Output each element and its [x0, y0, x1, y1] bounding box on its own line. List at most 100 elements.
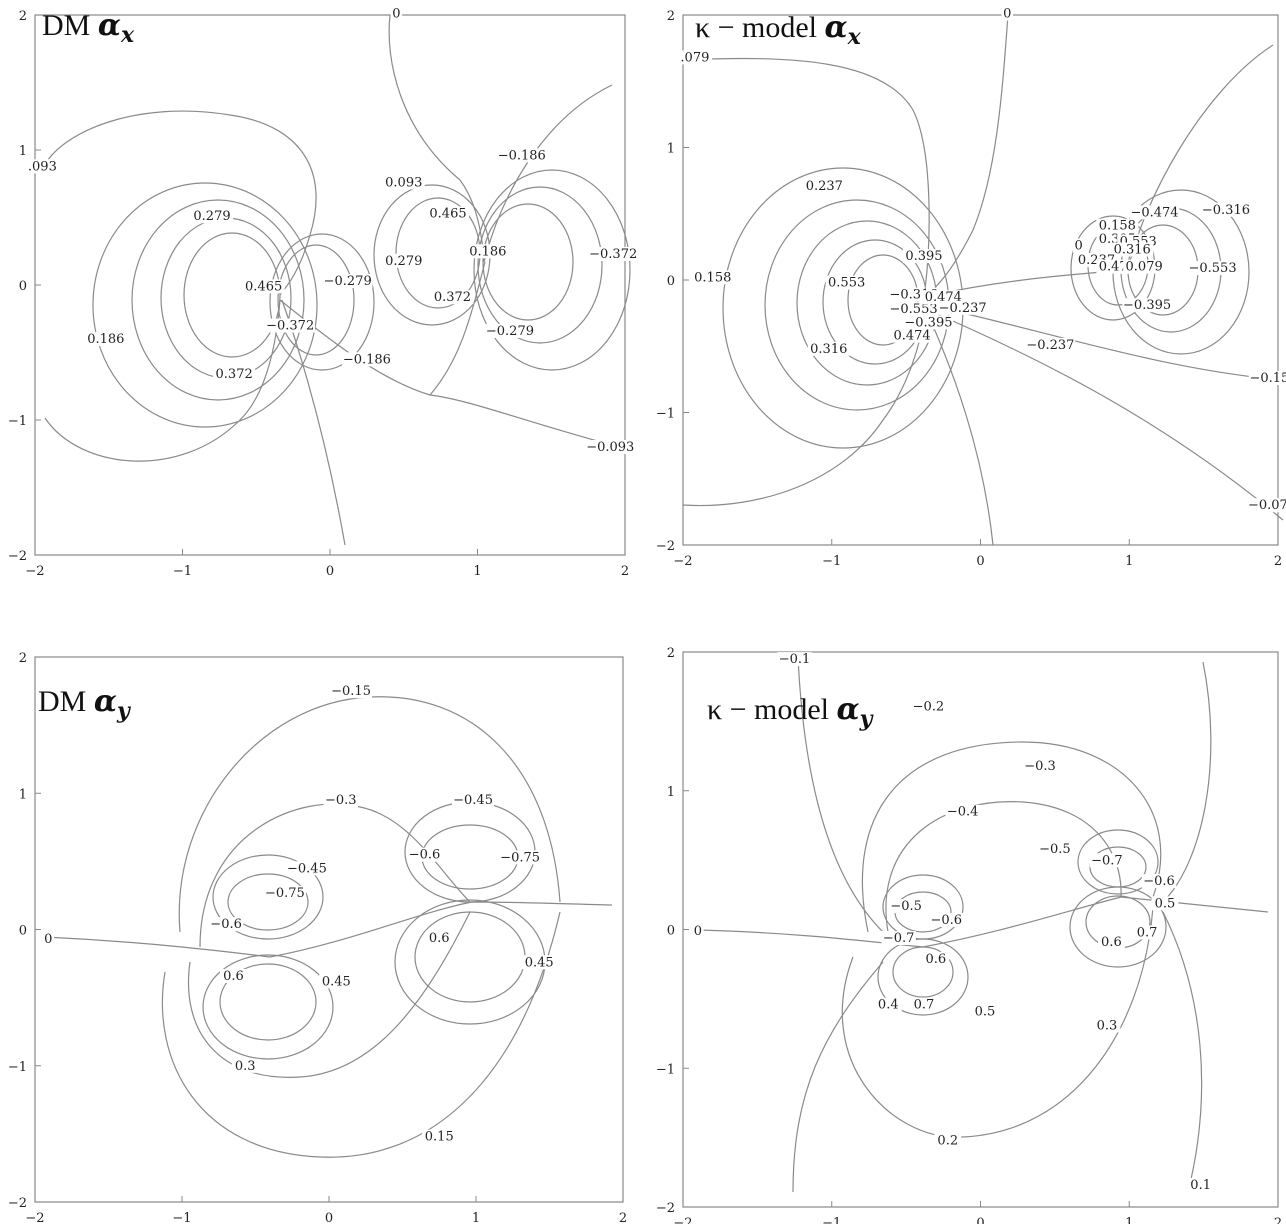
- x-tick-label: −2: [25, 1211, 44, 1224]
- contour-label: 0.3: [235, 1059, 256, 1074]
- contour-label-bg: [1037, 842, 1073, 857]
- contour-label: −0.7: [1091, 853, 1123, 868]
- x-tick-label: 0: [326, 564, 334, 579]
- x-tick-label: 1: [473, 564, 481, 579]
- contour-label: 0: [1075, 239, 1083, 254]
- contour-label-bg: [84, 332, 127, 347]
- y-tick-label: 1: [19, 787, 27, 802]
- contour-labels: 0.0790.2370.1580.3950.553−0.316−0.5530.4…: [677, 7, 1286, 513]
- contour-label: 0.279: [385, 254, 422, 269]
- contour-label: 0.45: [322, 974, 351, 989]
- contour-label-bg: [1022, 758, 1058, 773]
- contour-label-bg: [929, 912, 964, 927]
- y-tick-label: 0: [667, 924, 675, 939]
- contour-label-bg: [971, 1004, 999, 1019]
- contour-label: 0.237: [806, 179, 843, 194]
- contour-label-bg: [242, 279, 285, 294]
- contour-label: −0.395: [904, 315, 952, 330]
- contour-label-bg: [1187, 1177, 1215, 1192]
- contour-label-bg: [263, 885, 306, 900]
- x-tick-label: 2: [1274, 1216, 1282, 1224]
- contour-label-bg: [922, 951, 950, 966]
- title-text: DM: [42, 9, 91, 42]
- title-text: κ − model: [695, 11, 818, 44]
- x-tick-label: 2: [1274, 554, 1282, 569]
- x-tick-label: −1: [822, 1216, 841, 1224]
- contour-label: −0.1: [779, 652, 811, 667]
- contour-label: −0.2: [913, 699, 945, 714]
- x-tick-label: 1: [472, 1211, 480, 1224]
- panel-dm-alpha-x: −2 −1 0 1 2 −2 −1 0 1 2 0.093 0.279 0.465 −0.372 −0.2…: [0, 0, 643, 612]
- x-tick-label: −1: [173, 564, 192, 579]
- x-tick-label: −2: [673, 1216, 692, 1224]
- y-tick-label: 2: [667, 9, 675, 24]
- contour-label: 0.3: [1097, 1018, 1118, 1033]
- contour-label: 0.465: [429, 207, 466, 222]
- contour-label-bg: [1248, 371, 1286, 386]
- y-tick-label: 1: [19, 144, 27, 159]
- contour-label: −0.158: [1249, 371, 1286, 386]
- y-tick-label: 0: [19, 924, 27, 939]
- contour-label: −0.079: [1248, 498, 1286, 513]
- contour-label: 0.316: [1114, 243, 1151, 258]
- contour-label-bg: [322, 274, 373, 288]
- contour-label: −0.7: [883, 931, 915, 946]
- contour-label: −0.186: [498, 148, 546, 163]
- title-text: κ − model: [707, 693, 830, 726]
- contour-label: 0.395: [905, 249, 942, 264]
- contour-label-bg: [1187, 261, 1238, 276]
- contour-label-bg: [390, 6, 403, 21]
- contour-label-bg: [874, 997, 902, 1012]
- contour-labels: −0.1 0 −0.2 −0.3 −0.4 −0.5 −0.7 −0.6 0.5 0.7 0.6 −0…: [692, 652, 1215, 1193]
- y-tick-label: 1: [667, 142, 675, 157]
- contour-label: 0.2: [937, 1134, 958, 1149]
- contour-label: −0.75: [500, 850, 540, 865]
- contour-label: −0.6: [210, 917, 242, 932]
- contour-label: −0.553: [1188, 261, 1236, 276]
- contour-label-bg: [25, 159, 60, 174]
- title-symbol: αx: [97, 8, 135, 48]
- contour-label: 0.7: [1137, 925, 1158, 940]
- contour-label: 0.6: [1101, 935, 1122, 950]
- y-tick-label: 0: [19, 279, 27, 294]
- contour-label-bg: [208, 917, 244, 932]
- contour-label-bg: [427, 206, 469, 221]
- contour-label: 0.093: [385, 175, 422, 190]
- contour-label-bg: [922, 290, 965, 305]
- contour-label-bg: [911, 699, 946, 714]
- contour-label: 0.465: [245, 279, 282, 294]
- contour-label: 0: [44, 932, 52, 947]
- contour-lines: [44, 696, 613, 1158]
- panel-kappa-alpha-y: −2 −1 0 1 2 −2 −1 0 1 2 −0.1 0 −0.2 −0.3 −0.4 −0.5 −0.7…: [643, 612, 1286, 1224]
- contour-label: 0.4: [878, 998, 899, 1013]
- x-tick-label: 2: [619, 1211, 627, 1224]
- contour-label: 0.6: [223, 969, 244, 984]
- contour-label-bg: [1123, 259, 1166, 274]
- y-tick-label: −1: [8, 1060, 27, 1075]
- contour-labels: 0.0930.2790.465−0.372−0.2790.1860.372−0.…: [25, 6, 638, 455]
- contour-label-bg: [902, 249, 945, 264]
- contour-label-bg: [382, 253, 425, 268]
- contour-label-bg: [888, 899, 924, 914]
- contour-label-bg: [496, 148, 547, 163]
- contour-label: 0.158: [694, 270, 731, 285]
- title-symbol: αy: [836, 692, 873, 732]
- title-text: DM: [38, 685, 87, 718]
- contour-label: −0.553: [890, 302, 938, 317]
- contour-label: 0.158: [1099, 219, 1136, 234]
- x-tick-label: −2: [673, 554, 692, 569]
- contour-label-bg: [407, 847, 442, 862]
- contour-label: 0.6: [926, 952, 947, 967]
- tick-labels: −2 −1 0 1 2 −2 −1 0 1 2: [8, 9, 629, 579]
- contour-label: 0: [392, 7, 400, 22]
- contour-label-bg: [807, 341, 850, 356]
- chart-title: κ − model αy: [707, 692, 872, 732]
- contour-label-bg: [1129, 205, 1180, 220]
- contour-label-bg: [323, 793, 358, 808]
- panel-dm-alpha-y: −2 −1 0 1 2 −2 −1 0 1 2 0 −0.15 −0.3 −0.45 −0.75 −0.6 0…: [0, 612, 643, 1224]
- contour-label-bg: [425, 930, 453, 945]
- contour-label: −0.372: [589, 247, 637, 262]
- tick-labels: −2 −1 0 1 2 −2 −1 0 1 2: [656, 9, 1282, 569]
- x-tick-label: 1: [1125, 554, 1133, 569]
- contour-label-bg: [937, 300, 988, 315]
